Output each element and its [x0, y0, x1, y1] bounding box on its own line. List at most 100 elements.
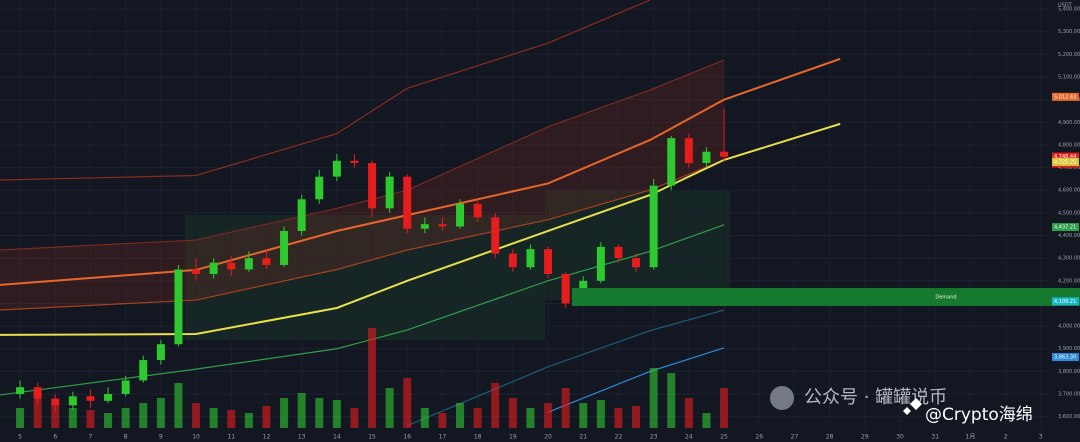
logo-icon: [903, 398, 922, 415]
price-tag: [1052, 297, 1079, 306]
currency-label: USDT: [1058, 3, 1073, 9]
candle-body: [491, 217, 500, 254]
x-tick-label: 10: [192, 434, 200, 441]
price-tag-label: 3,863.30: [1054, 355, 1076, 361]
x-tick-label: 26: [755, 434, 763, 441]
y-tick-label: 5,300.00: [1058, 29, 1080, 35]
x-tick-label: 31: [931, 434, 939, 441]
candle-body: [227, 262, 236, 270]
volume-bar: [579, 403, 588, 428]
volume-bar: [614, 408, 623, 428]
volume-bar: [51, 403, 60, 428]
candle-body: [68, 396, 77, 406]
zone-label: Demand: [935, 294, 956, 300]
y-tick-label: 4,700.00: [1058, 165, 1080, 171]
candle-body: [174, 269, 183, 345]
volume-bar: [561, 388, 570, 428]
x-tick-label: 5: [18, 434, 22, 441]
candle-body: [561, 274, 570, 304]
author: @Crypto海绵: [925, 405, 1033, 425]
price-tag-label: 4,109.21: [1054, 299, 1076, 305]
candle-body: [139, 360, 148, 381]
y-tick-label: 4,000.00: [1058, 324, 1080, 330]
volume-bar: [632, 406, 641, 428]
y-tick-label: 3,600.00: [1058, 414, 1080, 420]
x-tick-label: 7: [89, 434, 93, 441]
x-tick-label: 27: [791, 434, 799, 441]
price-tag: [1052, 223, 1079, 232]
y-tick-label: 3,900.00: [1058, 346, 1080, 352]
volume-bar: [332, 400, 341, 428]
volume-bar: [403, 378, 412, 428]
candle-body: [684, 138, 693, 164]
x-tick-label: 19: [509, 434, 517, 441]
volume-bar: [139, 403, 148, 428]
candle-body: [280, 230, 289, 265]
x-tick-label: 28: [826, 434, 834, 441]
wechat-icon: [770, 386, 794, 410]
x-tick-label: 2: [1004, 434, 1008, 441]
candle-body: [632, 258, 641, 268]
candles: [16, 108, 729, 413]
indicator-line: [0, 122, 841, 336]
x-tick-label: 21: [579, 434, 587, 441]
volume-bar: [244, 413, 253, 428]
x-tick-label: 9: [159, 434, 163, 441]
candle-body: [403, 176, 412, 229]
x-tick-label: 18: [474, 434, 482, 441]
candle-body: [473, 203, 482, 218]
volume-bar: [209, 408, 218, 428]
price-tag: [1052, 152, 1079, 161]
y-tick-label: 4,400.00: [1058, 233, 1080, 239]
volume-bar: [526, 408, 535, 428]
candle-body: [121, 380, 130, 395]
y-tick-label: 4,500.00: [1058, 210, 1080, 216]
volume-bar: [227, 410, 236, 428]
volume-bar: [297, 393, 306, 428]
band-fill: [0, 60, 725, 311]
volume-bar: [368, 328, 377, 428]
volume-bar: [438, 413, 447, 428]
x-tick-label: 20: [544, 434, 552, 441]
x-tick-label: 16: [403, 434, 411, 441]
volume-bar: [544, 403, 553, 428]
y-tick-label: 3,800.00: [1058, 369, 1080, 375]
y-tick-label: 3,700.00: [1058, 392, 1080, 398]
indicator-line: [0, 0, 651, 181]
volume-bar: [420, 408, 429, 428]
price-axis-bg: [1050, 0, 1080, 442]
x-tick-label: 1月: [966, 434, 976, 441]
price-tag-label: 5,012.43: [1054, 94, 1076, 100]
candle-body: [315, 176, 324, 200]
candle-body: [244, 258, 253, 270]
price-tag: [1052, 353, 1079, 362]
candle-body: [86, 396, 95, 401]
price-tag: [1052, 157, 1079, 166]
volume-bar: [16, 408, 25, 428]
volume-bar: [174, 383, 183, 428]
x-tick-label: 14: [333, 434, 341, 441]
price-tag: [1052, 92, 1079, 101]
y-tick-label: 4,200.00: [1058, 278, 1080, 284]
candle-body: [350, 160, 359, 164]
volume-bar: [262, 406, 271, 428]
candle-body: [667, 138, 676, 186]
x-tick-label: 17: [439, 434, 447, 441]
volume-bar: [491, 383, 500, 428]
x-tick-label: 6: [53, 434, 57, 441]
indicator-line: [407, 309, 725, 427]
volume-bar: [456, 403, 465, 428]
volume-bar: [702, 413, 711, 428]
x-tick-label: 8: [124, 434, 128, 441]
volume-bar: [315, 398, 324, 428]
x-tick-label: 15: [368, 434, 376, 441]
x-tick-label: 11: [227, 434, 235, 441]
candle-body: [16, 387, 25, 395]
x-tick-label: 24: [685, 434, 693, 441]
overlay: Demand5,012.434,748.4403:45:314,725.254,…: [571, 92, 1080, 362]
x-tick-label: 3: [1039, 434, 1043, 441]
volume-bar: [68, 408, 77, 428]
candle-body: [456, 203, 465, 227]
volume-bar: [385, 388, 394, 428]
